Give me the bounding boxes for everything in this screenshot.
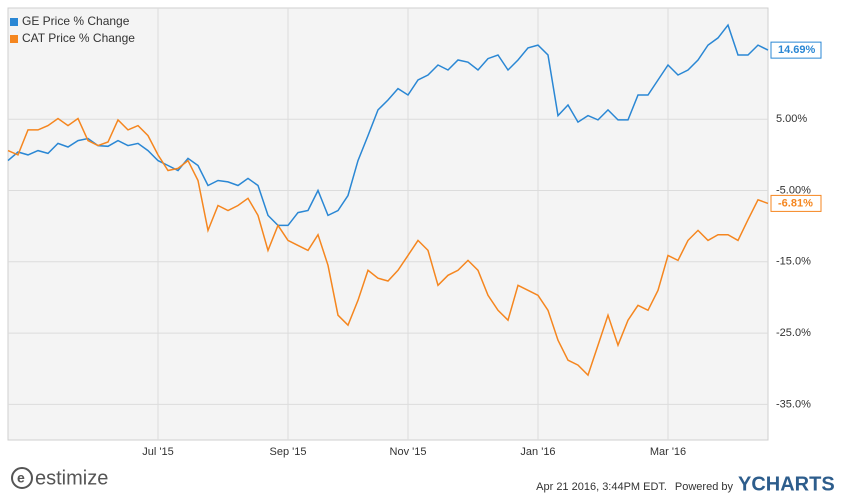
y-tick-label: -35.0%: [776, 398, 811, 410]
x-tick-label: Sep '15: [270, 446, 307, 458]
powered-by: Powered by: [675, 481, 734, 493]
y-tick-label: 5.00%: [776, 113, 807, 125]
provider: YCHARTS: [738, 473, 835, 495]
logo-icon: [11, 467, 33, 489]
x-tick-label: Mar '16: [650, 446, 686, 458]
value-label-box: [770, 194, 822, 212]
legend-swatch: [10, 35, 18, 43]
x-tick-label: Jul '15: [142, 446, 173, 458]
legend-swatch: [10, 18, 18, 26]
series-line: [7, 23, 769, 227]
y-tick-label: -15.0%: [776, 256, 811, 268]
x-tick-label: Nov '15: [390, 446, 427, 458]
value-label-box: [770, 41, 822, 59]
x-tick-label: Jan '16: [520, 446, 555, 458]
plot-area: [7, 7, 769, 441]
value-label: 14.69%: [778, 44, 816, 56]
value-label: -6.81%: [778, 197, 813, 209]
estimize-logo: e estimize: [11, 467, 108, 489]
y-tick-label: -25.0%: [776, 327, 811, 339]
timestamp: Apr 21 2016, 3:44PM EDT.: [536, 481, 667, 493]
logo-mark: e: [17, 470, 25, 486]
legend-label: CAT Price % Change: [22, 31, 135, 45]
brand: estimize: [35, 467, 108, 489]
y-tick-label: -5.00%: [776, 184, 811, 196]
legend-label: GE Price % Change: [22, 14, 130, 28]
series-line: [7, 117, 769, 377]
